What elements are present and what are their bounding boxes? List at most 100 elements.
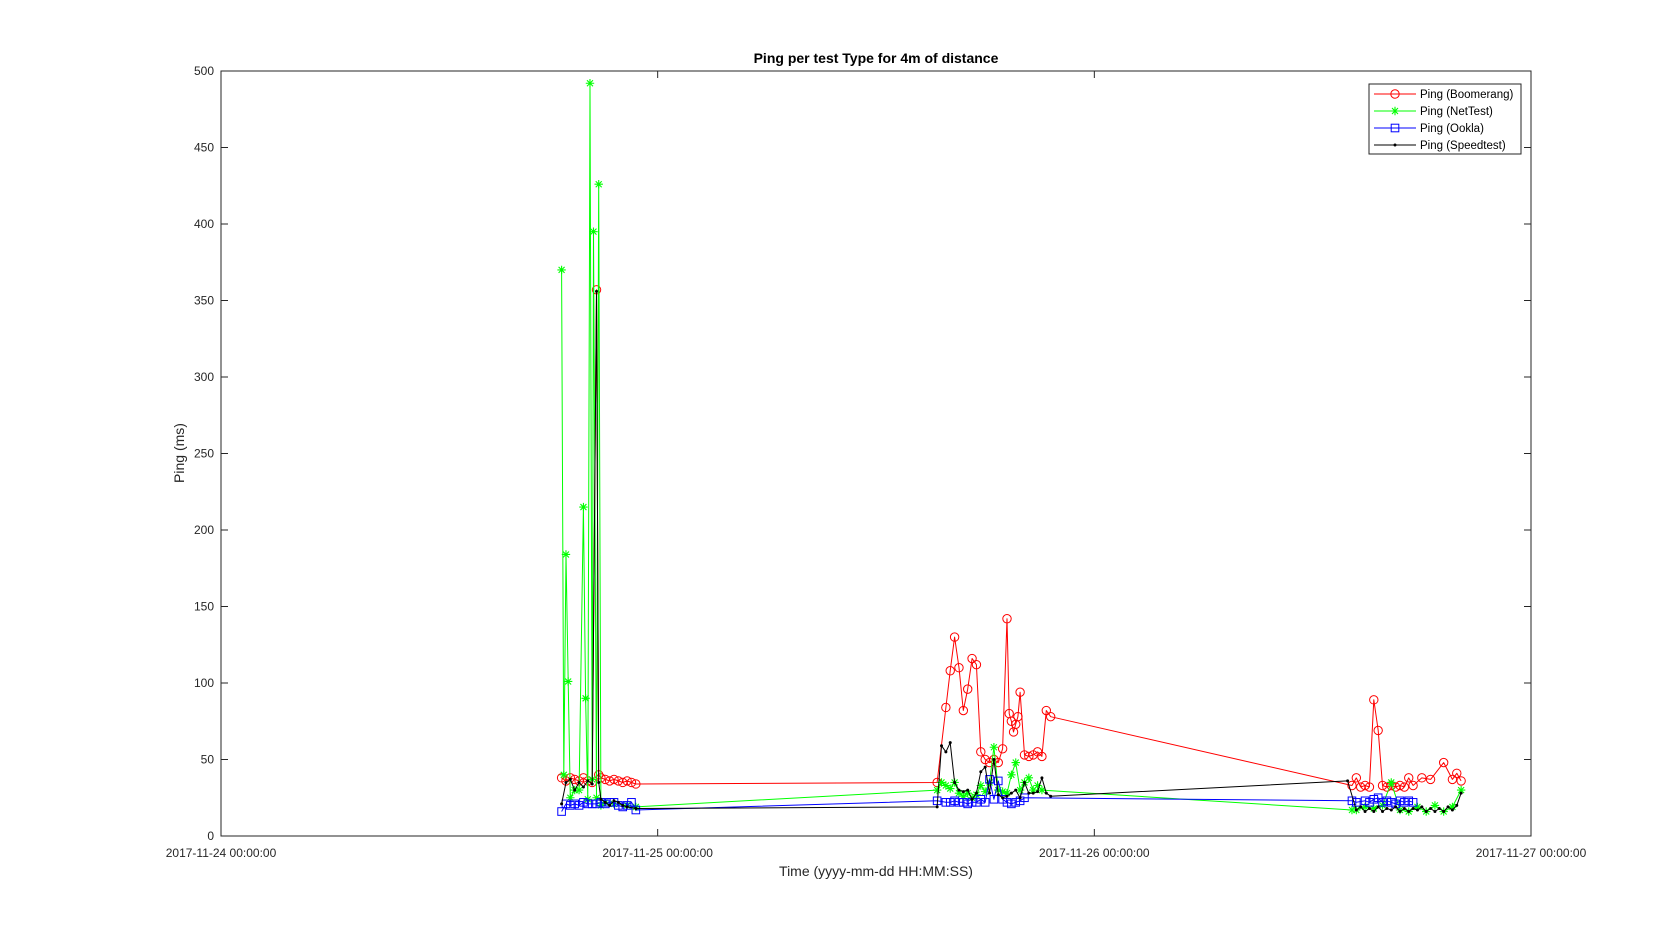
data-point [1402,806,1406,810]
y-tick-label: 50 [201,753,215,767]
series-line-ping-ookla [561,778,1414,812]
data-point [948,741,952,745]
data-point [609,799,619,809]
data-point [592,799,601,809]
data-point [600,799,610,809]
y-tick-label: 100 [194,676,214,690]
data-point [972,798,981,807]
data-point [974,791,978,795]
data-point [1360,796,1370,806]
data-point [996,793,1000,797]
data-point [1429,806,1433,810]
data-point [1376,805,1380,809]
data-point [954,798,964,807]
data-point [961,790,965,794]
data-point [1411,806,1415,810]
ticks-layer: 0 50 100 150 200 250 300 350 400 450 500 2017-11-24… [166,64,1587,860]
data-point [980,798,990,807]
x-tick-label: 2017-11-24 00:00:00 [166,846,277,860]
data-point [1387,778,1396,787]
data-point [1448,802,1457,812]
data-point [1365,798,1374,807]
data-point [1395,805,1405,815]
data-point [959,792,968,801]
data-point [1385,806,1389,810]
data-point [592,793,601,802]
data-point [970,797,974,801]
data-point [1037,751,1047,762]
data-point [945,798,955,807]
legend-marker [1390,89,1400,99]
data-point [980,787,990,796]
data-point [966,788,970,792]
data-point [557,265,566,275]
data-point [559,770,568,779]
data-point [585,79,595,88]
data-point [1015,687,1025,697]
data-point [560,802,564,806]
data-point [1378,801,1387,810]
data-point [1455,803,1459,807]
data-point [1001,796,1005,800]
data-point [583,799,593,809]
data-point [1014,788,1018,792]
data-point [1420,805,1424,809]
data-point [976,781,985,790]
data-point [1359,805,1363,809]
x-tick-label: 2017-11-27 00:00:00 [1476,846,1587,860]
data-point [1447,774,1458,785]
data-point [998,787,1007,796]
data-point [594,180,603,189]
data-point [589,227,598,236]
data-point [1346,779,1350,783]
data-point [1005,794,1009,798]
data-point [1045,711,1056,722]
data-point [1013,711,1023,722]
data-point [1011,758,1020,767]
data-point [1438,757,1449,768]
y-tick-label: 250 [194,447,214,461]
data-point [992,758,996,761]
legend: Ping (Boomerang) Ping (NetTest) Ping (Ookl… [1368,83,1522,155]
data-point [1389,808,1393,812]
data-point [1015,785,1025,795]
data-point [631,805,641,815]
x-tick-label: 2017-11-25 00:00:00 [602,846,713,860]
data-point [561,550,571,559]
data-point [573,788,577,792]
data-point [1351,773,1362,783]
legend-entry: Ping (Ookla) [1420,123,1484,135]
data-point [622,776,632,786]
data-point [1022,780,1026,784]
data-point [949,632,960,642]
series-ping-ookla [557,775,1418,816]
data-point [568,777,572,781]
data-point [631,779,641,789]
data-point [1036,790,1040,794]
data-point [597,780,601,784]
data-point [1033,781,1042,790]
data-point [940,744,943,748]
data-point [577,780,581,784]
data-point [1372,810,1376,814]
data-point [1400,798,1409,807]
data-point [1381,810,1385,814]
data-point [954,663,964,673]
data-point [1041,705,1052,716]
data-point [631,802,641,812]
data-point [1430,801,1440,810]
data-point [1360,780,1370,791]
data-point [958,705,969,716]
legend-marker [1390,123,1400,133]
y-tick-label: 300 [194,370,214,384]
data-point [983,765,987,769]
data-point [574,785,584,795]
chart-title: Ping per test Type for 4m of distance [754,50,999,66]
data-point [997,744,1008,754]
data-point [608,803,612,807]
data-point [1027,791,1031,795]
data-point [1040,776,1044,780]
data-point [941,798,951,807]
